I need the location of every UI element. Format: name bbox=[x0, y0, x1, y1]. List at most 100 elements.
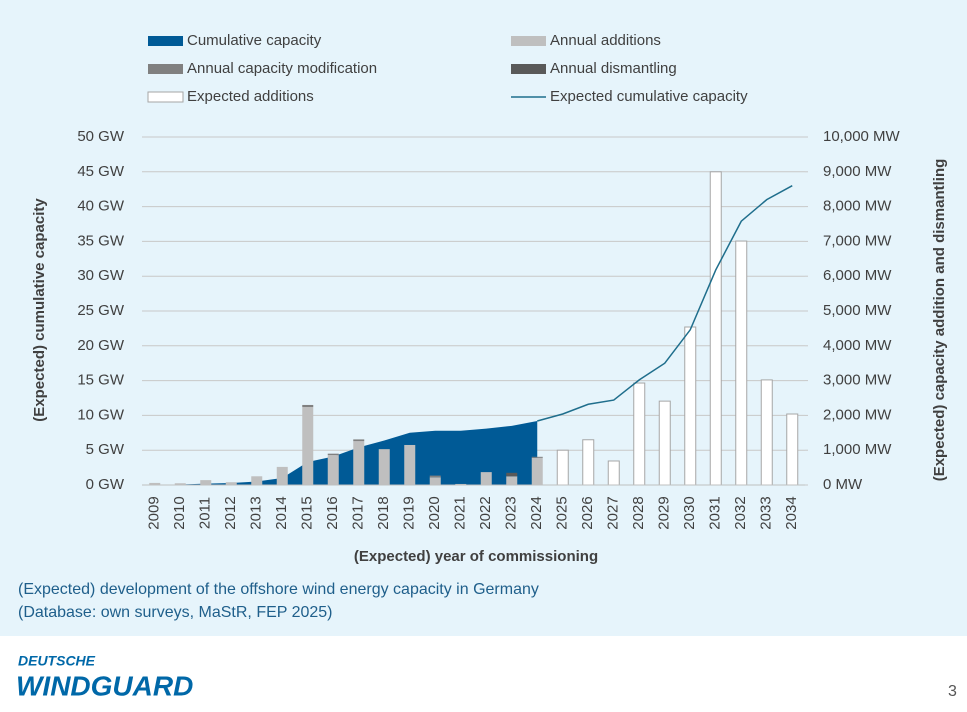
x-tick-label: 2029 bbox=[656, 496, 673, 529]
bar bbox=[149, 482, 161, 485]
y-axis-title: (Expected) cumulative capacity bbox=[31, 198, 48, 422]
y-tick-label: 25 GW bbox=[77, 302, 125, 319]
legend-swatch bbox=[148, 64, 183, 74]
y-tick-label: 40 GW bbox=[77, 198, 125, 215]
legend-label: Annual dismantling bbox=[550, 60, 677, 77]
x-tick-label: 2017 bbox=[350, 496, 367, 529]
x-tick-label: 2009 bbox=[146, 496, 163, 529]
x-tick-label: 2024 bbox=[528, 496, 545, 529]
bar bbox=[735, 240, 748, 486]
logo: WINDGUARD bbox=[16, 670, 193, 701]
x-tick-label: 2014 bbox=[273, 496, 290, 529]
y2-tick-label: 7,000 MW bbox=[823, 232, 892, 249]
x-tick-label: 2016 bbox=[324, 496, 341, 529]
y-tick-label: 5 GW bbox=[86, 441, 125, 458]
y2-tick-label: 0 MW bbox=[823, 476, 863, 493]
bar bbox=[327, 455, 339, 485]
bar bbox=[353, 439, 365, 442]
bar bbox=[225, 482, 237, 485]
x-tick-label: 2034 bbox=[783, 496, 800, 529]
y-tick-label: 35 GW bbox=[77, 232, 125, 249]
bar bbox=[684, 326, 697, 486]
bar bbox=[251, 476, 263, 485]
legend-label: Expected cumulative capacity bbox=[550, 88, 748, 105]
x-tick-label: 2023 bbox=[503, 496, 520, 529]
bar bbox=[506, 472, 518, 477]
bar bbox=[200, 480, 212, 485]
bar bbox=[302, 404, 314, 408]
x-tick-label: 2015 bbox=[299, 496, 316, 529]
x-tick-label: 2012 bbox=[222, 496, 239, 529]
y-tick-label: 50 GW bbox=[77, 128, 125, 145]
bar bbox=[556, 449, 569, 486]
bar bbox=[327, 453, 339, 456]
x-tick-label: 2031 bbox=[707, 496, 724, 529]
x-tick-label: 2030 bbox=[681, 496, 698, 529]
bar bbox=[506, 476, 518, 485]
legend-label: Annual capacity modification bbox=[187, 60, 377, 77]
y2-tick-label: 6,000 MW bbox=[823, 267, 892, 284]
x-tick-label: 2020 bbox=[426, 496, 443, 529]
bar bbox=[582, 439, 595, 486]
bar bbox=[531, 456, 543, 458]
y2-tick-label: 5,000 MW bbox=[823, 302, 892, 319]
bar bbox=[633, 382, 646, 486]
bar bbox=[404, 444, 416, 485]
legend-label: Annual additions bbox=[550, 32, 661, 49]
bar bbox=[760, 379, 773, 486]
cumulative-area bbox=[154, 420, 538, 485]
bar bbox=[455, 483, 467, 485]
bar bbox=[378, 449, 390, 485]
legend-label: Cumulative capacity bbox=[187, 32, 322, 49]
x-tick-label: 2018 bbox=[375, 496, 392, 529]
bar bbox=[353, 441, 365, 485]
bar bbox=[174, 483, 186, 485]
logo: DEUTSCHE bbox=[18, 653, 96, 669]
y-tick-label: 45 GW bbox=[77, 163, 125, 180]
caption: (Expected) development of the offshore w… bbox=[18, 581, 539, 598]
bar bbox=[709, 171, 722, 486]
x-tick-label: 2022 bbox=[477, 496, 494, 529]
bar bbox=[786, 413, 799, 486]
bar bbox=[276, 466, 288, 485]
y-tick-label: 30 GW bbox=[77, 267, 125, 284]
bar bbox=[429, 477, 441, 485]
expected-line bbox=[537, 185, 793, 422]
y2-tick-label: 8,000 MW bbox=[823, 198, 892, 215]
bar bbox=[480, 472, 492, 485]
legend-swatch bbox=[511, 64, 546, 74]
x-tick-label: 2025 bbox=[554, 496, 571, 529]
x-tick-label: 2033 bbox=[758, 496, 775, 529]
x-axis-title: (Expected) year of commissioning bbox=[354, 548, 598, 565]
x-tick-label: 2019 bbox=[401, 496, 418, 529]
y-tick-label: 0 GW bbox=[86, 476, 125, 493]
x-tick-label: 2028 bbox=[630, 496, 647, 529]
y2-tick-label: 1,000 MW bbox=[823, 441, 892, 458]
y2-tick-label: 4,000 MW bbox=[823, 337, 892, 354]
y-tick-label: 15 GW bbox=[77, 372, 125, 389]
x-tick-label: 2011 bbox=[197, 497, 214, 529]
y2-tick-label: 3,000 MW bbox=[823, 372, 892, 389]
chart-background bbox=[0, 0, 967, 636]
y2-tick-label: 2,000 MW bbox=[823, 406, 892, 423]
y-tick-label: 10 GW bbox=[77, 406, 125, 423]
x-tick-label: 2021 bbox=[452, 496, 469, 529]
x-tick-label: 2010 bbox=[171, 496, 188, 529]
legend-swatch bbox=[147, 91, 184, 103]
legend-swatch bbox=[511, 36, 546, 46]
x-tick-label: 2027 bbox=[605, 496, 622, 529]
x-tick-label: 2026 bbox=[579, 496, 596, 529]
bar bbox=[302, 407, 314, 485]
x-tick-label: 2032 bbox=[732, 496, 749, 529]
legend-label: Expected additions bbox=[187, 88, 314, 105]
y2-tick-label: 9,000 MW bbox=[823, 163, 892, 180]
bar bbox=[531, 457, 543, 485]
bar bbox=[429, 475, 441, 478]
y2-tick-label: 10,000 MW bbox=[823, 128, 901, 145]
y2-axis-title: (Expected) capacity addition and dismant… bbox=[931, 159, 948, 482]
bar bbox=[658, 400, 671, 486]
x-tick-label: 2013 bbox=[248, 496, 265, 529]
page-number: 3 bbox=[948, 683, 957, 700]
legend-swatch bbox=[148, 36, 183, 46]
